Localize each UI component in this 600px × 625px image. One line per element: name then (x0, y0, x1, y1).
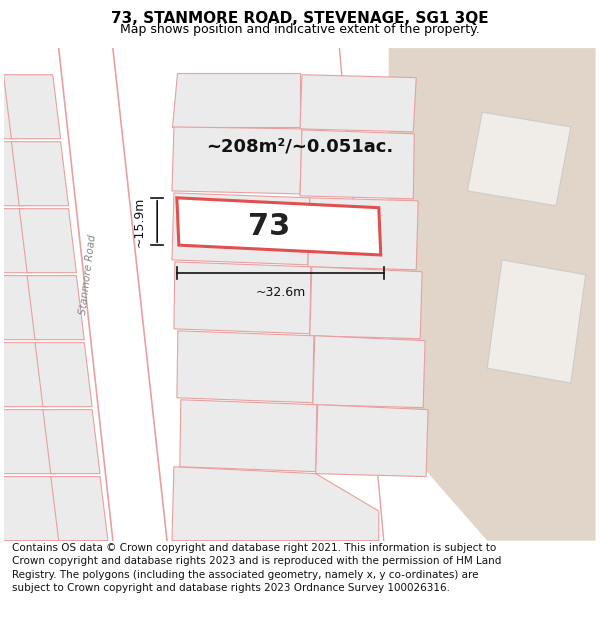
Polygon shape (174, 262, 311, 334)
Polygon shape (172, 193, 310, 265)
Polygon shape (59, 48, 167, 541)
Polygon shape (19, 209, 76, 272)
Polygon shape (300, 130, 414, 199)
Polygon shape (467, 112, 571, 206)
Polygon shape (180, 400, 317, 472)
Polygon shape (172, 127, 302, 194)
Polygon shape (0, 409, 56, 474)
Polygon shape (51, 477, 108, 541)
Polygon shape (35, 342, 92, 407)
Polygon shape (4, 75, 61, 139)
Polygon shape (0, 142, 24, 206)
Polygon shape (11, 142, 68, 206)
Text: ~208m²/~0.051ac.: ~208m²/~0.051ac. (206, 138, 394, 156)
Text: Map shows position and indicative extent of the property.: Map shows position and indicative extent… (120, 23, 480, 36)
Polygon shape (0, 276, 40, 339)
Text: Stanmore Road: Stanmore Road (79, 234, 98, 316)
Polygon shape (0, 342, 48, 407)
Polygon shape (172, 467, 379, 541)
Text: Contains OS data © Crown copyright and database right 2021. This information is : Contains OS data © Crown copyright and d… (12, 543, 502, 592)
Polygon shape (43, 409, 100, 474)
Polygon shape (177, 331, 314, 402)
Polygon shape (177, 198, 381, 255)
Polygon shape (172, 72, 300, 127)
Polygon shape (313, 336, 425, 408)
Polygon shape (310, 267, 422, 339)
Polygon shape (308, 198, 418, 270)
Polygon shape (389, 48, 596, 541)
Polygon shape (0, 477, 64, 541)
Text: ~15.9m: ~15.9m (133, 196, 145, 247)
Polygon shape (0, 75, 16, 139)
Text: ~32.6m: ~32.6m (255, 286, 305, 299)
Polygon shape (487, 260, 586, 383)
Polygon shape (0, 209, 32, 272)
Polygon shape (27, 276, 84, 339)
Text: 73, STANMORE ROAD, STEVENAGE, SG1 3QE: 73, STANMORE ROAD, STEVENAGE, SG1 3QE (111, 11, 489, 26)
Text: 73: 73 (248, 212, 290, 241)
Polygon shape (316, 405, 428, 477)
Polygon shape (300, 75, 416, 132)
